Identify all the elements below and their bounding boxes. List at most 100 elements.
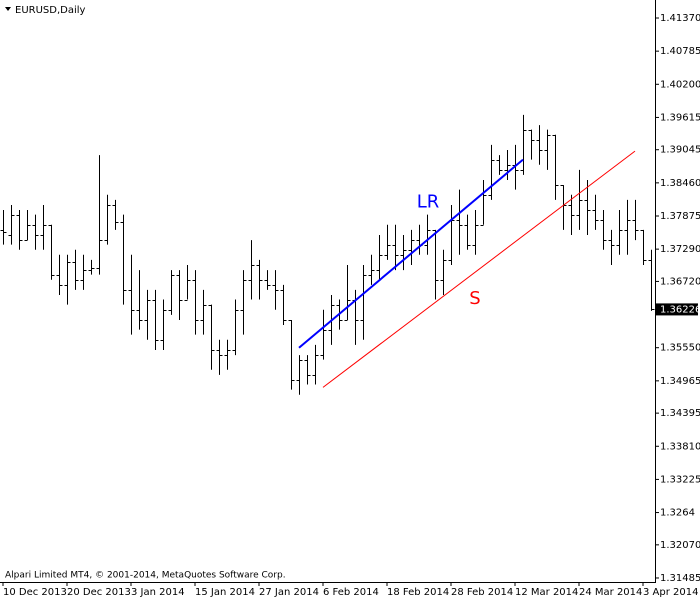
x-tick-label: 18 Feb 2014 — [387, 587, 449, 598]
y-tick-label: 1.34965 — [660, 376, 700, 387]
ohlc-bar — [232, 299, 239, 356]
ohlc-bar — [552, 134, 559, 200]
y-tick-label: 1.39045 — [660, 145, 700, 156]
y-tick-label: 1.40785 — [660, 46, 700, 57]
ohlc-bar — [640, 229, 647, 265]
y-tick-label: 1.37290 — [660, 244, 700, 255]
ohlc-bar — [56, 254, 63, 296]
ohlc-bar — [440, 249, 447, 296]
current-price-box — [656, 303, 698, 316]
x-tick-label: 27 Jan 2014 — [259, 587, 319, 598]
menu-arrow[interactable] — [5, 7, 11, 11]
ohlc-bar — [616, 210, 623, 255]
y-tick-label: 1.37875 — [660, 211, 700, 222]
ohlc-bar — [32, 214, 39, 250]
ohlc-bar — [176, 270, 183, 320]
ohlc-bar — [320, 309, 327, 360]
ohlc-bar — [456, 189, 463, 255]
ohlc-bar — [40, 204, 47, 250]
ohlc-bar — [136, 270, 143, 330]
y-tick-label: 1.38460 — [660, 178, 700, 189]
ohlc-bar — [296, 355, 303, 395]
x-tick-label: 24 Mar 2014 — [579, 587, 642, 598]
y-tick-label: 1.33225 — [660, 474, 700, 485]
ohlc-bar — [160, 299, 167, 350]
y-tick-label: 1.41370 — [660, 13, 700, 24]
y-tick-label: 1.32070 — [660, 540, 700, 551]
x-tick-label: 20 Dec 2013 — [67, 587, 131, 598]
ohlc-bar — [392, 224, 399, 271]
ohlc-bar — [600, 210, 607, 250]
x-tick-label: 10 Dec 2013 — [3, 587, 67, 598]
x-tick-label: 28 Feb 2014 — [451, 587, 513, 598]
ohlc-bar — [128, 254, 135, 335]
ohlc-bar — [112, 199, 119, 230]
ohlc-bar — [568, 194, 575, 235]
trend-line-label: LR — [417, 192, 440, 213]
ohlc-bar — [240, 270, 247, 335]
current-price-label: 1.36226 — [660, 304, 700, 315]
chart-title: EURUSD,Daily — [15, 5, 86, 16]
ohlc-bar — [96, 155, 103, 275]
ohlc-bar — [480, 180, 487, 226]
ohlc-bar — [304, 355, 311, 385]
ohlc-bar — [360, 264, 367, 340]
ohlc-bar — [280, 284, 287, 326]
ohlc-bar — [88, 259, 95, 275]
ohlc-bar — [368, 254, 375, 285]
ohlc-bar — [576, 169, 583, 230]
y-tick-label: 1.33810 — [660, 441, 700, 452]
ohlc-bar — [584, 180, 591, 235]
x-tick-label: 12 Mar 2014 — [515, 587, 578, 598]
copyright: Alpari Limited MT4, © 2001-2014, MetaQuo… — [5, 571, 286, 581]
ohlc-bar — [72, 249, 79, 290]
ohlc-bar — [152, 289, 159, 350]
y-tick-label: 1.39615 — [660, 112, 700, 123]
ohlc-bar — [608, 229, 615, 265]
ohlc-bar — [0, 210, 7, 245]
x-tick-label: 3 Apr 2014 — [643, 587, 698, 598]
ohlc-bar — [24, 210, 31, 241]
trend-line-label: S — [469, 288, 480, 309]
ohlc-bar — [344, 264, 351, 321]
ohlc-bar — [168, 270, 175, 315]
ohlc-bar — [208, 304, 215, 370]
ohlc-bar — [288, 319, 295, 390]
y-tick-label: 1.3264 — [660, 508, 695, 519]
ohlc-bar — [432, 229, 439, 300]
x-tick-label: 6 Feb 2014 — [323, 587, 379, 598]
ohlc-bar — [256, 259, 263, 300]
ohlc-bar — [424, 214, 431, 255]
ohlc-bar — [272, 270, 279, 310]
ohlc-bar — [624, 199, 631, 255]
ohlc-bar — [184, 264, 191, 301]
ohlc-bar — [120, 214, 127, 305]
ohlc-bar — [80, 254, 87, 290]
trend-line — [322, 150, 636, 388]
y-tick-label: 1.36720 — [660, 276, 700, 287]
ohlc-bar — [200, 289, 207, 335]
ohlc-bar — [496, 155, 503, 175]
ohlc-bar — [400, 234, 407, 271]
ohlc-bar — [648, 249, 655, 311]
x-tick-label: 3 Jan 2014 — [131, 587, 185, 598]
ohlc-bar — [408, 229, 415, 265]
ohlc-bar — [520, 114, 527, 175]
ohlc-bar — [536, 125, 543, 165]
ohlc-bar — [64, 254, 71, 305]
ohlc-bar — [104, 194, 111, 245]
ohlc-bar — [384, 224, 391, 260]
y-tick-label: 1.31485 — [660, 573, 700, 584]
ohlc-bar — [592, 194, 599, 230]
y-tick-label: 1.35550 — [660, 343, 700, 354]
ohlc-bar — [504, 150, 511, 181]
ohlc-bar — [8, 204, 15, 245]
ohlc-bar — [472, 210, 479, 255]
ohlc-bar — [632, 199, 639, 241]
ohlc-bar — [264, 270, 271, 290]
y-tick-label: 1.34395 — [660, 408, 700, 419]
ohlc-bar — [312, 344, 319, 385]
ohlc-bar — [528, 129, 535, 160]
ohlc-bar — [376, 234, 383, 280]
